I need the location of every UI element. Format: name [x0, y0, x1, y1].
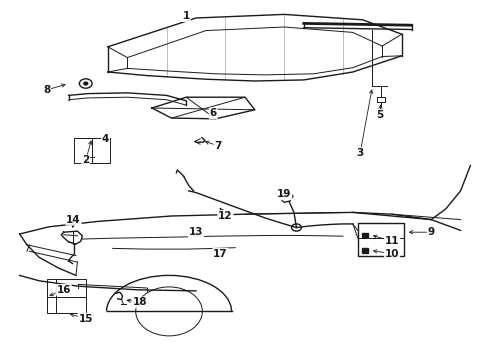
Text: 2: 2 — [82, 155, 89, 165]
Text: 17: 17 — [213, 249, 228, 259]
Text: 13: 13 — [189, 227, 203, 237]
Text: 15: 15 — [78, 314, 93, 324]
Circle shape — [84, 82, 88, 85]
Text: 9: 9 — [428, 227, 435, 237]
Polygon shape — [362, 233, 368, 237]
Text: 1: 1 — [183, 11, 190, 21]
Text: 12: 12 — [218, 211, 233, 221]
Text: 11: 11 — [385, 236, 399, 246]
Text: 14: 14 — [66, 215, 81, 225]
Text: 10: 10 — [385, 249, 399, 259]
Text: 8: 8 — [43, 85, 50, 95]
Text: 18: 18 — [132, 297, 147, 307]
Polygon shape — [362, 248, 368, 253]
Text: 5: 5 — [376, 110, 383, 120]
Text: 7: 7 — [214, 141, 222, 151]
Text: 6: 6 — [210, 108, 217, 118]
Text: 16: 16 — [56, 285, 71, 295]
Text: 4: 4 — [101, 134, 109, 144]
Text: 3: 3 — [357, 148, 364, 158]
Text: 19: 19 — [277, 189, 292, 199]
